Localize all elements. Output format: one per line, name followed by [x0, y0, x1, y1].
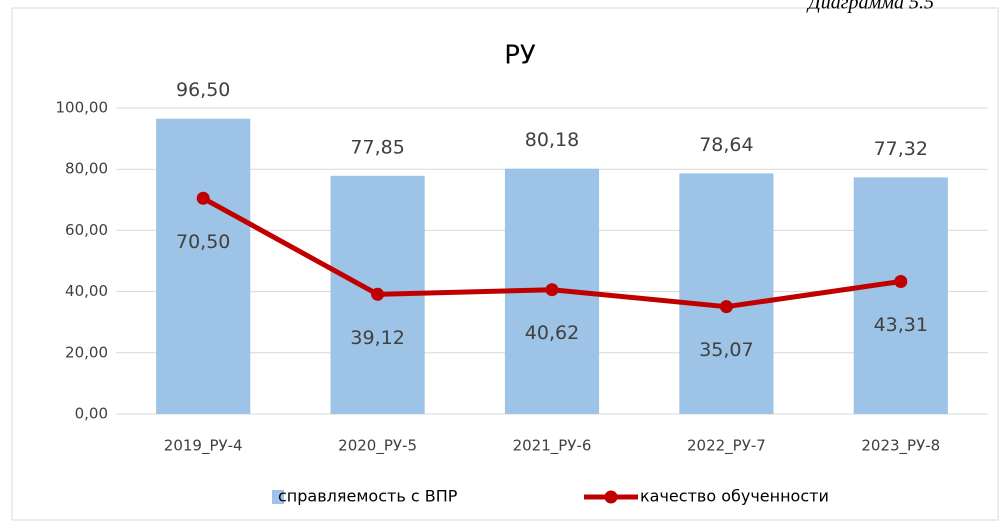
- line-value-label: 43,31: [874, 314, 928, 336]
- legend-label: справляемость с ВПР: [278, 487, 458, 506]
- bar: [156, 118, 251, 415]
- bar-value-label: 78,64: [699, 134, 753, 156]
- annotation: Диаграмма 5.5: [806, 0, 934, 14]
- y-tick-label: 60,00: [65, 221, 108, 239]
- bar-value-label: 77,32: [874, 138, 928, 160]
- y-tick-label: 40,00: [65, 282, 108, 300]
- x-tick-label: 2019_РУ-4: [164, 437, 243, 456]
- y-tick-label: 100,00: [56, 99, 109, 117]
- bar-value-label: 96,50: [176, 79, 230, 101]
- line-value-label: 39,12: [350, 327, 404, 349]
- legend-label: качество обученности: [640, 487, 829, 506]
- bar-value-label: 77,85: [350, 136, 404, 158]
- line-point: [545, 283, 559, 297]
- line-value-label: 40,62: [525, 322, 579, 344]
- bar-value-label: 80,18: [525, 129, 579, 151]
- chart-title: РУ: [504, 41, 536, 71]
- x-tick-label: 2023_РУ-8: [861, 437, 940, 456]
- bar: [679, 173, 774, 414]
- line-value-label: 35,07: [699, 339, 753, 361]
- y-tick-label: 0,00: [75, 405, 108, 423]
- line-point: [371, 287, 385, 301]
- x-tick-label: 2020_РУ-5: [338, 437, 417, 456]
- line-point: [894, 274, 908, 288]
- x-tick-label: 2022_РУ-7: [687, 437, 766, 456]
- line-value-label: 70,50: [176, 231, 230, 253]
- x-tick-label: 2021_РУ-6: [513, 437, 592, 456]
- line-point: [719, 300, 733, 314]
- legend-swatch: [604, 490, 618, 504]
- legend-swatch: [272, 490, 284, 504]
- y-tick-label: 80,00: [65, 160, 108, 178]
- line-point: [196, 191, 210, 205]
- y-tick-label: 20,00: [65, 343, 108, 361]
- bar: [853, 177, 948, 414]
